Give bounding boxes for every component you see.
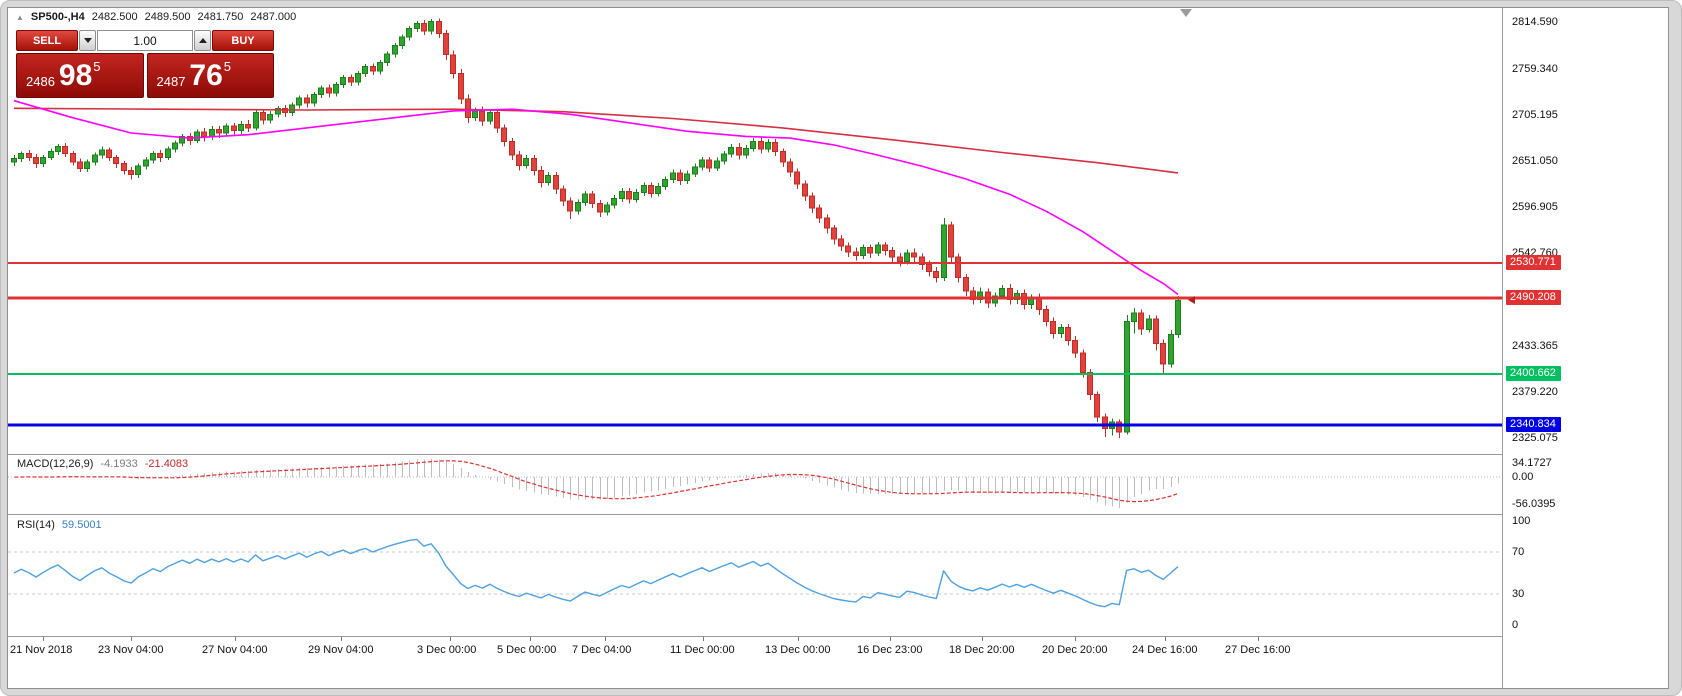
volume-decrease-button[interactable] [79, 30, 96, 51]
hline-price-label: 2490.208 [1506, 289, 1561, 305]
time-axis-label: 16 Dec 23:00 [857, 644, 923, 656]
time-axis-label: 21 Nov 2018 [10, 644, 73, 656]
chart-shift-marker-icon[interactable] [1180, 9, 1192, 17]
time-axis-tick [530, 637, 531, 641]
time-axis-tick [1165, 637, 1166, 641]
time-axis-tick [43, 637, 44, 641]
time-axis-label: 27 Dec 16:00 [1225, 644, 1291, 656]
price-axis-tick: 2814.590 [1512, 16, 1558, 28]
macd-signal-value: -21.4083 [144, 458, 189, 470]
volume-increase-button[interactable] [194, 30, 211, 51]
price-axis-tick: 2596.905 [1512, 200, 1558, 213]
time-axis-tick [341, 637, 342, 641]
macd-axis-tick: -56.0395 [1512, 498, 1556, 510]
symbol-info: ▲ SP500-,H4 2482.500 2489.500 2481.750 2… [16, 11, 296, 23]
buy-price-whole: 2487 [156, 74, 186, 89]
price-axis-tick: 2651.050 [1512, 154, 1558, 167]
price-axis-tick: 2705.195 [1512, 108, 1558, 121]
time-axis-tick [1258, 637, 1259, 641]
price-axis[interactable]: 2814.590 2759.340 2705.195 2651.050 2596.905… [1503, 8, 1668, 688]
axis-separator [1502, 8, 1503, 688]
time-axis-tick [235, 637, 236, 641]
buy-price-display[interactable]: 2487 76 5 [146, 53, 274, 98]
time-axis-label: 29 Nov 04:00 [308, 644, 374, 656]
pane-separator[interactable] [8, 454, 1668, 455]
main-chart-canvas[interactable] [8, 8, 1502, 454]
macd-header: MACD(12,26,9) -4.1933 -21.4083 [17, 458, 188, 470]
macd-canvas[interactable] [8, 455, 1502, 513]
pane-separator[interactable] [8, 514, 1668, 515]
time-axis-label: 11 Dec 00:00 [670, 644, 735, 656]
time-axis-tick [131, 637, 132, 641]
price-axis-tick: 2433.365 [1512, 339, 1558, 352]
hline-price-label: 2340.834 [1506, 416, 1561, 432]
time-axis-tick [890, 637, 891, 641]
time-axis-tick [1075, 637, 1076, 641]
macd-axis-tick: 0.00 [1512, 471, 1534, 484]
sell-button[interactable]: SELL [16, 30, 78, 51]
time-axis-label: 23 Nov 04:00 [98, 644, 164, 656]
price-axis-tick: 2379.220 [1512, 385, 1558, 398]
ohlc-open: 2482.500 [91, 11, 138, 23]
pane-separator[interactable] [8, 636, 1668, 637]
macd-main-value: -4.1933 [100, 458, 138, 470]
rsi-axis-tick: 0 [1512, 619, 1519, 631]
time-axis-label: 13 Dec 00:00 [765, 644, 831, 656]
macd-axis-tick: 34.1727 [1512, 457, 1552, 469]
time-axis-label: 7 Dec 04:00 [572, 644, 632, 656]
buy-price-pipette: 5 [223, 59, 232, 74]
rsi-canvas[interactable] [8, 515, 1502, 635]
ohlc-close: 2487.000 [250, 11, 297, 23]
trade-prices-row: 2486 98 5 2487 76 5 [16, 53, 274, 98]
one-click-trading-panel: SELL BUY 2486 98 5 2487 76 5 [16, 30, 274, 98]
ohlc-high: 2489.500 [144, 11, 191, 23]
rsi-header: RSI(14) 59.5001 [17, 519, 102, 531]
rsi-axis-tick: 100 [1512, 515, 1531, 527]
time-axis-tick [605, 637, 606, 641]
volume-input[interactable] [97, 30, 193, 51]
sell-price-pips: 98 [58, 59, 93, 92]
rsi-label: RSI(14) [17, 519, 55, 531]
last-price-arrow-icon [1188, 296, 1195, 305]
chart-icon: ▲ [16, 12, 24, 22]
time-axis-tick [450, 637, 451, 641]
buy-button[interactable]: BUY [212, 30, 274, 51]
price-axis-tick: 2759.340 [1512, 62, 1558, 75]
rsi-axis-tick: 30 [1512, 587, 1525, 600]
triangle-up-icon [198, 38, 207, 43]
rsi-value: 59.5001 [61, 519, 102, 531]
time-axis-tick [982, 637, 983, 641]
time-axis-label: 5 Dec 00:00 [497, 644, 557, 656]
triangle-down-icon [83, 38, 92, 43]
time-axis-label: 27 Nov 04:00 [202, 644, 268, 656]
time-axis-label: 24 Dec 16:00 [1132, 644, 1198, 656]
sell-price-whole: 2486 [26, 74, 55, 89]
trade-controls-row: SELL BUY [16, 30, 274, 51]
time-axis[interactable]: 21 Nov 2018 23 Nov 04:00 27 Nov 04:00 29 No… [8, 637, 1502, 661]
symbol-name: SP500-,H4 [30, 11, 85, 23]
time-axis-tick [703, 637, 704, 641]
time-axis-label: 20 Dec 20:00 [1042, 644, 1108, 656]
price-axis-tick: 2325.075 [1512, 432, 1558, 444]
buy-price-pips: 76 [189, 59, 223, 92]
hline-price-label: 2530.771 [1506, 255, 1561, 271]
sell-price-pipette: 5 [93, 59, 101, 74]
chart-client-area[interactable]: ▲ SP500-,H4 2482.500 2489.500 2481.750 2… [7, 7, 1669, 689]
sell-price-display[interactable]: 2486 98 5 [16, 53, 144, 98]
time-axis-tick [798, 637, 799, 641]
macd-label: MACD(12,26,9) [17, 458, 94, 470]
rsi-axis-tick: 70 [1512, 546, 1525, 559]
hline-price-label: 2400.662 [1506, 365, 1561, 381]
time-axis-label: 18 Dec 20:00 [949, 644, 1015, 656]
ohlc-low: 2481.750 [197, 11, 244, 23]
time-axis-label: 3 Dec 00:00 [417, 644, 477, 656]
